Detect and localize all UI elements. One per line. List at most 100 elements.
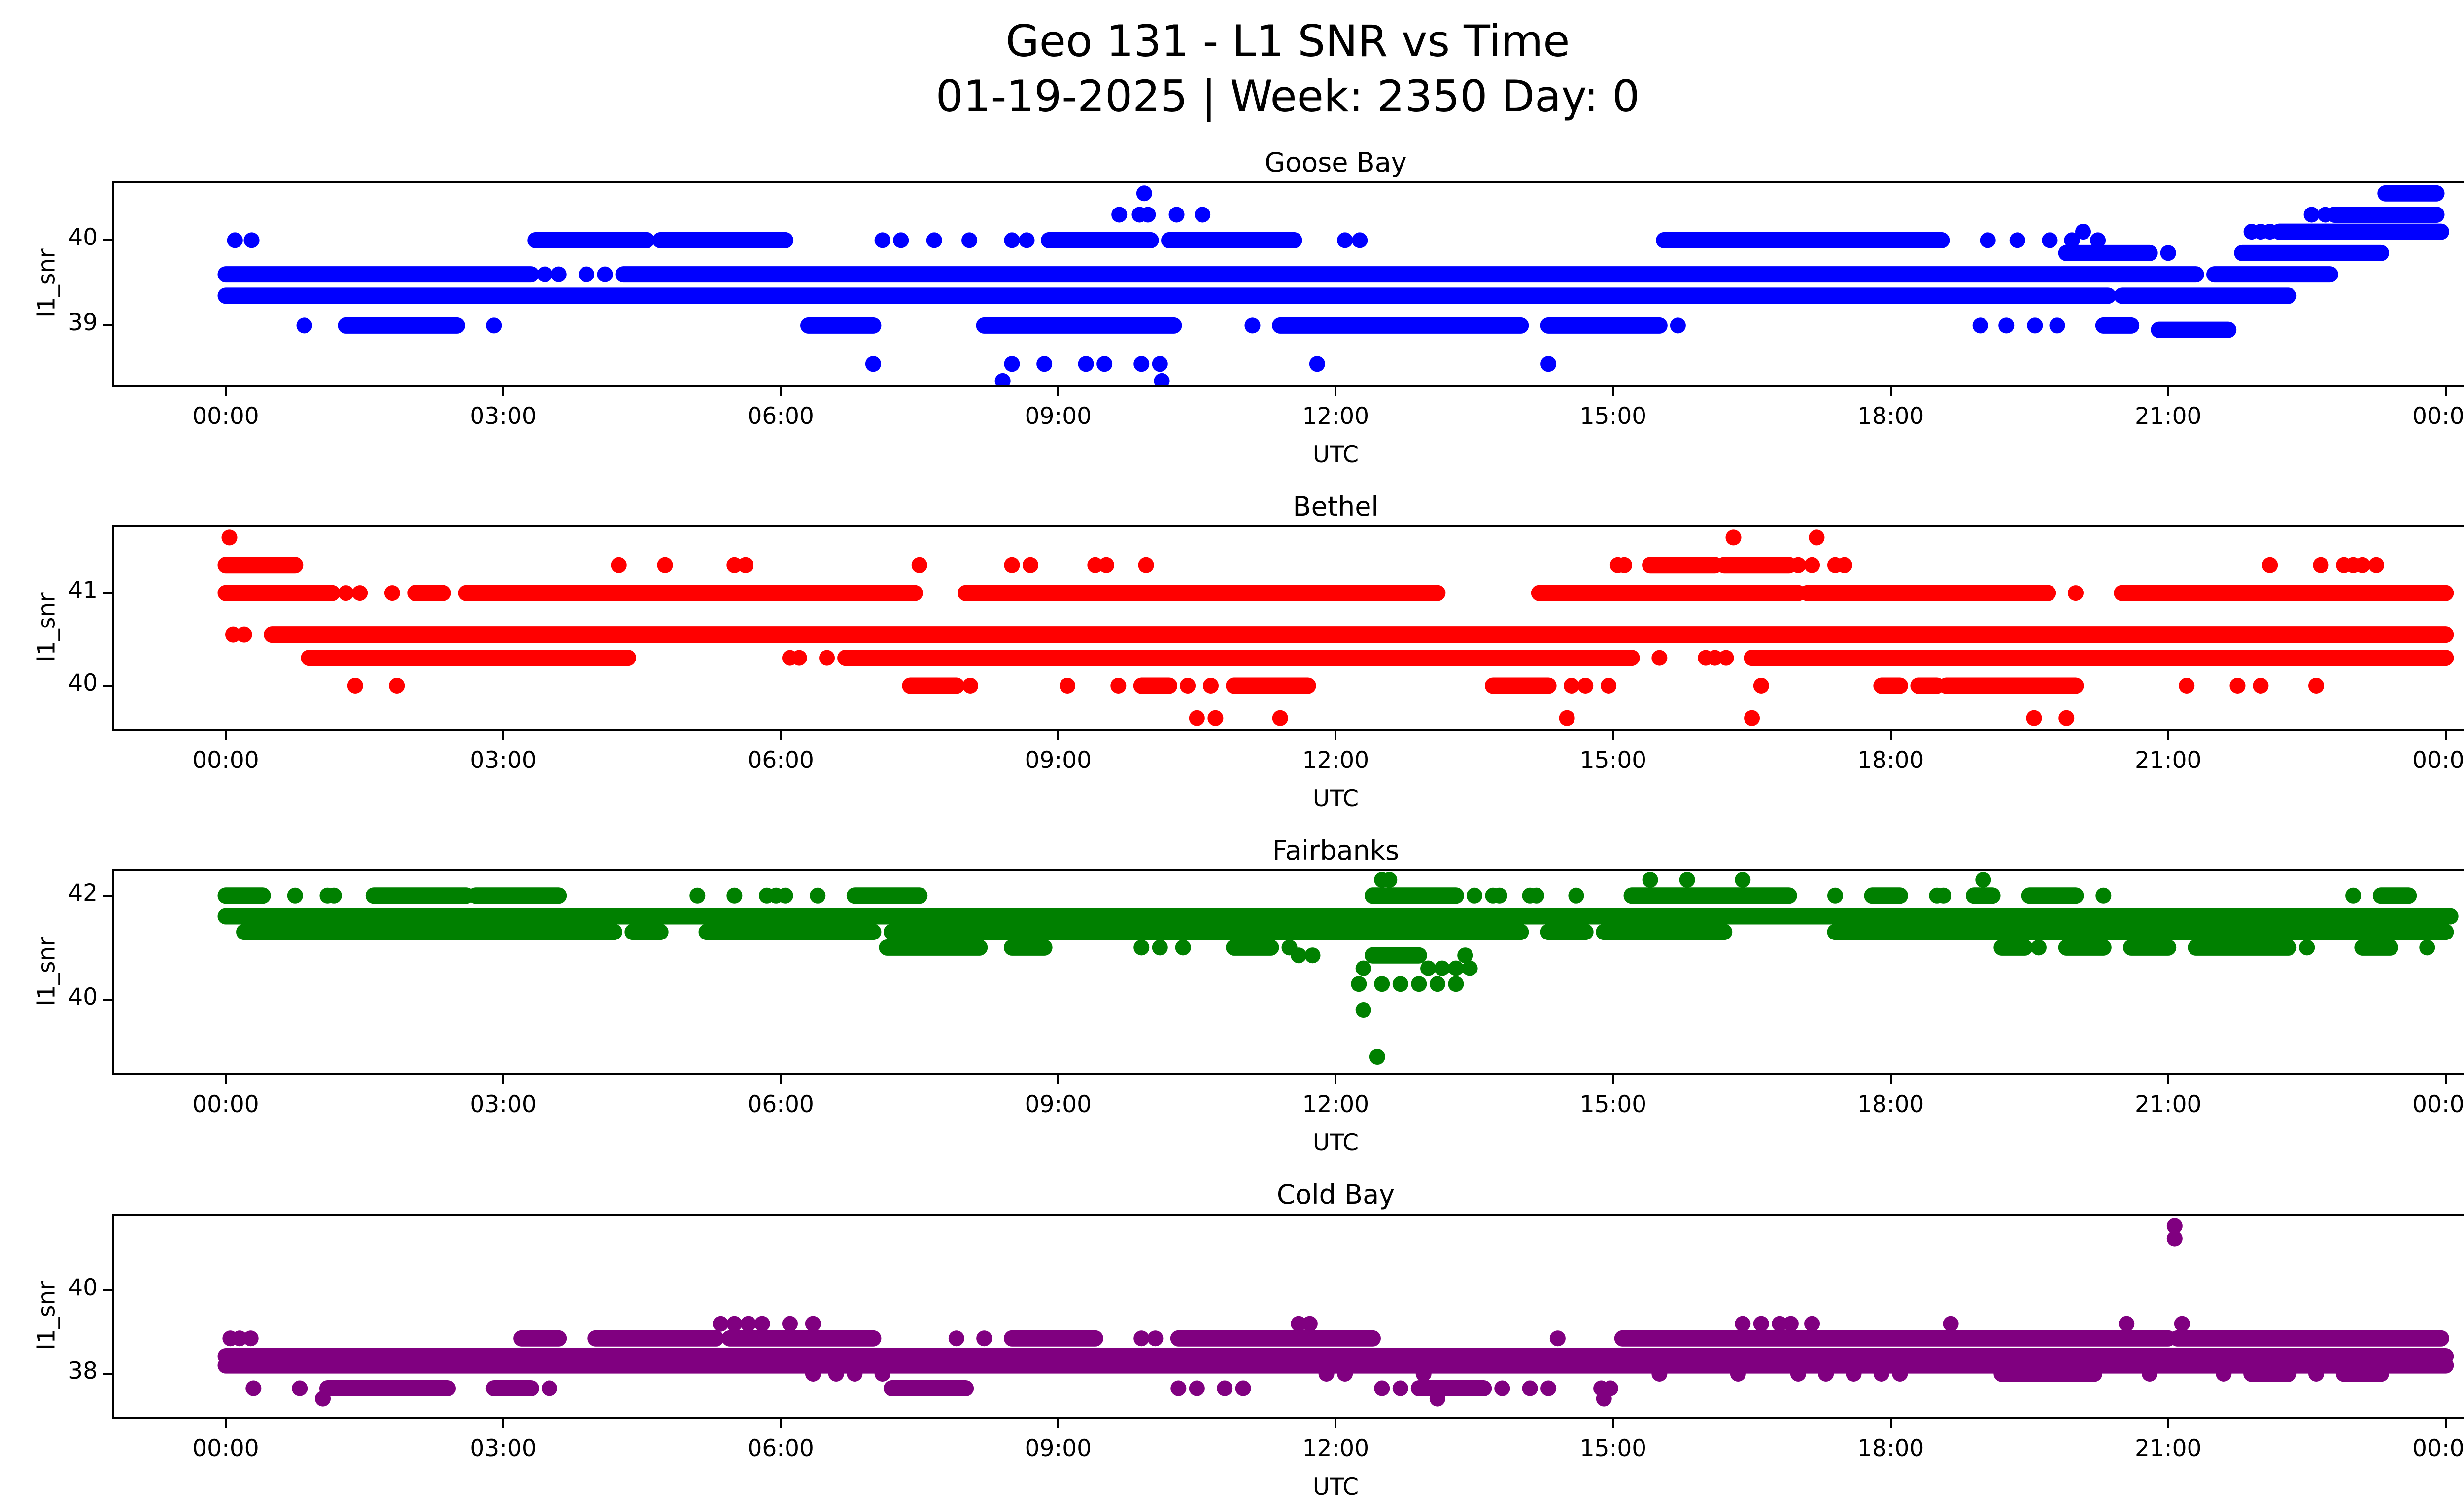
y-tick-label: 39: [68, 309, 98, 337]
data-point: [1036, 356, 1053, 372]
subplot-axes-bethel: [112, 525, 2464, 731]
data-point: [1152, 939, 1168, 956]
data-point: [1415, 1365, 1432, 1382]
data-point: [805, 1365, 821, 1382]
data-point: [338, 585, 354, 601]
data-point: [1753, 1316, 1769, 1332]
x-tick-label: 06:00: [747, 747, 814, 774]
data-point: [2317, 207, 2333, 223]
data-point: [874, 1365, 890, 1382]
data-point: [1022, 557, 1038, 573]
data-point: [227, 232, 243, 248]
data-point: [726, 887, 743, 904]
data-point: [994, 373, 1011, 385]
x-tick-label: 12:00: [1302, 1435, 1369, 1462]
data-point: [1892, 1365, 1908, 1382]
x-tick-label: 00:00: [192, 747, 259, 774]
subplot-title-goose-bay: Goose Bay: [1265, 147, 1407, 178]
data-point: [1381, 872, 1398, 888]
data-point: [1217, 1380, 1233, 1396]
data-point: [486, 317, 502, 334]
data-point: [541, 1380, 557, 1396]
data-point: [1429, 976, 1445, 992]
x-tick-mark: [2444, 1075, 2447, 1084]
x-tick-label: 06:00: [747, 1435, 814, 1462]
x-tick-mark: [2167, 1075, 2169, 1084]
data-point: [347, 677, 363, 694]
data-point: [810, 887, 826, 904]
data-point: [1577, 677, 1594, 694]
data-point: [1809, 529, 1825, 546]
data-point: [962, 677, 978, 694]
x-tick-mark: [225, 1419, 227, 1428]
data-point: [1207, 710, 1224, 726]
data-point: [740, 1316, 756, 1332]
data-point: [1189, 1380, 1205, 1396]
x-tick-label: 09:00: [1025, 403, 1092, 430]
data-point: [2354, 557, 2370, 573]
data-point: [1616, 557, 1633, 573]
x-tick-mark: [1335, 387, 1337, 396]
data-point: [1935, 887, 1951, 904]
x-tick-mark: [1612, 1075, 1614, 1084]
data-point: [579, 266, 595, 282]
x-axis-label-cold-bay: UTC: [1312, 1473, 1359, 1495]
data-point: [1318, 1365, 1335, 1382]
data-point: [2253, 677, 2269, 694]
data-point: [384, 585, 400, 601]
data-point: [1180, 677, 1196, 694]
data-point: [1725, 529, 1742, 546]
x-tick-mark: [1057, 731, 1060, 740]
x-tick-label: 00:00: [2412, 1091, 2464, 1118]
x-tick-mark: [1889, 387, 1892, 396]
x-tick-label: 21:00: [2134, 1435, 2202, 1462]
data-point: [893, 232, 909, 248]
data-point: [2119, 1316, 2135, 1332]
data-point: [777, 887, 793, 904]
data-point: [2262, 557, 2278, 573]
data-point: [1528, 887, 1544, 904]
data-point: [1374, 976, 1390, 992]
data-point: [1189, 710, 1205, 726]
x-tick-label: 18:00: [1857, 403, 1924, 430]
figure-title-line1: Geo 131 - L1 SNR vs Time: [1005, 16, 1570, 67]
data-point: [1374, 1380, 1390, 1396]
subplot-axes-fairbanks: [112, 869, 2464, 1075]
subplot-title-fairbanks: Fairbanks: [1272, 835, 1400, 866]
data-point: [292, 1380, 308, 1396]
x-tick-label: 09:00: [1025, 747, 1092, 774]
data-point: [2419, 939, 2435, 956]
x-tick-label: 03:00: [470, 403, 537, 430]
x-tick-label: 21:00: [2134, 403, 2202, 430]
data-point: [2166, 1218, 2183, 1234]
x-tick-mark: [1057, 387, 1060, 396]
data-point: [1651, 650, 1668, 666]
data-point: [1351, 976, 1367, 992]
data-point: [1136, 185, 1152, 202]
x-tick-label: 12:00: [1302, 747, 1369, 774]
x-tick-label: 12:00: [1302, 403, 1369, 430]
data-point: [1420, 960, 1437, 976]
x-tick-label: 00:00: [2412, 747, 2464, 774]
y-tick-mark: [103, 684, 112, 687]
x-tick-mark: [1889, 1075, 1892, 1084]
data-point: [828, 1365, 844, 1382]
y-tick-label: 40: [68, 224, 98, 251]
y-tick-label: 42: [68, 879, 98, 906]
data-point: [2313, 557, 2329, 573]
data-point: [1244, 317, 1261, 334]
data-point: [2299, 939, 2315, 956]
data-point: [1111, 207, 1128, 223]
data-point: [2068, 585, 2084, 601]
data-point: [1133, 1330, 1150, 1347]
data-point: [1735, 1316, 1751, 1332]
data-point: [1601, 677, 1617, 694]
x-tick-mark: [1335, 1075, 1337, 1084]
y-tick-label: 41: [68, 577, 98, 604]
x-tick-label: 18:00: [1857, 1091, 1924, 1118]
data-point: [2216, 1365, 2232, 1382]
data-point: [1540, 1380, 1557, 1396]
data-point: [874, 232, 890, 248]
data-point: [2229, 677, 2246, 694]
subplot-title-bethel: Bethel: [1293, 491, 1379, 522]
